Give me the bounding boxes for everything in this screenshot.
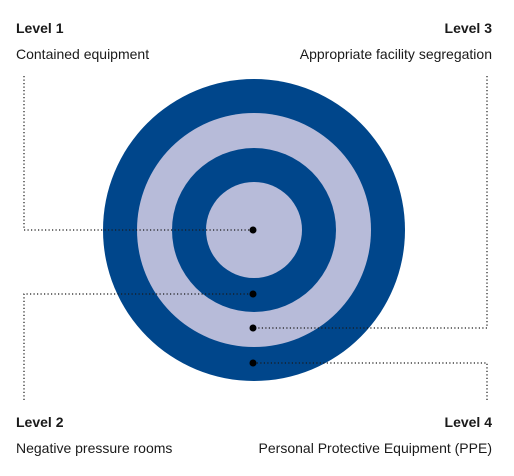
level-1-description: Contained equipment (16, 46, 150, 62)
level-2-description: Negative pressure rooms (16, 440, 173, 456)
level-4-description: Personal Protective Equipment (PPE) (258, 440, 492, 456)
level-2-marker (249, 290, 257, 298)
level-1-title: Level 1 (16, 20, 64, 36)
level-2-connector (23, 293, 253, 400)
level-4-title: Level 4 (444, 414, 492, 430)
level-3-description: Appropriate facility segregation (299, 46, 492, 62)
level-1-marker (249, 226, 257, 234)
level-1-connector (23, 76, 253, 231)
level-4-connector (253, 362, 488, 400)
level-3-title: Level 3 (444, 20, 492, 36)
level-4-marker (249, 359, 257, 367)
level-3-marker (249, 324, 257, 332)
level-3-connector (253, 76, 488, 329)
level-2-title: Level 2 (16, 414, 64, 430)
